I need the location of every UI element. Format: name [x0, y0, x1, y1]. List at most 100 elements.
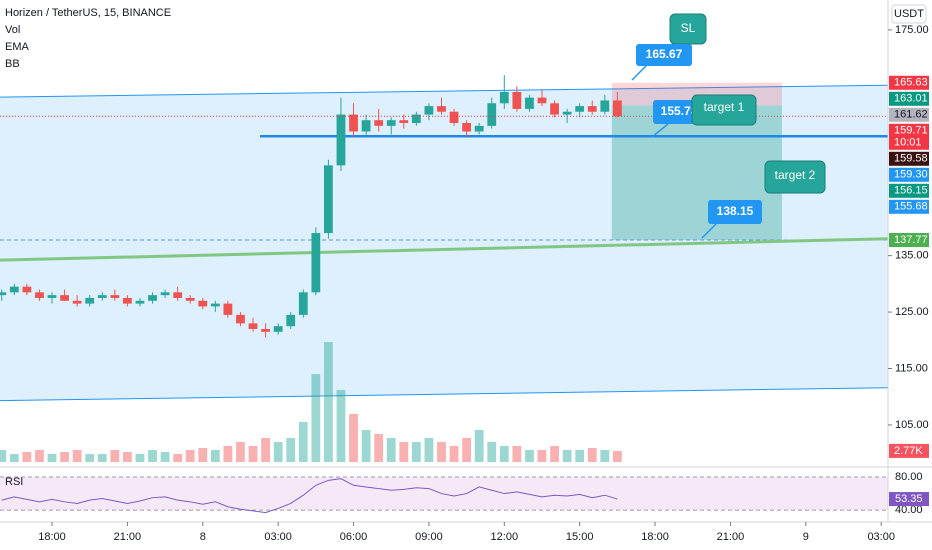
volume-bar — [223, 446, 233, 462]
price-label-box — [889, 233, 929, 248]
sl-price-box[interactable] — [636, 44, 692, 66]
candle-body — [324, 165, 333, 234]
volume-bar — [198, 448, 208, 462]
volume-bar — [173, 454, 183, 462]
candle-body — [286, 314, 296, 327]
connector — [651, 123, 669, 138]
candle-body — [449, 111, 459, 124]
indicator-label: Vol — [5, 24, 20, 36]
candle-body — [22, 286, 32, 293]
x-tick-label: 03:00 — [867, 531, 895, 543]
price-label: 159.58 — [894, 153, 928, 165]
trend-line — [0, 237, 889, 262]
rsi-tick-label: 40.00 — [895, 504, 923, 516]
volume-bar — [85, 454, 95, 462]
volume-bar — [550, 446, 559, 462]
volume-bar — [298, 422, 308, 462]
volume-bar — [273, 442, 283, 462]
volume-bar — [424, 438, 434, 462]
price-label: 161.62 — [894, 109, 928, 121]
volume-bar — [185, 450, 195, 462]
candle-body — [97, 295, 107, 298]
volume-bar — [311, 374, 321, 462]
candle-body — [60, 295, 69, 301]
volume-bar — [0, 450, 7, 462]
candle-body — [273, 326, 283, 332]
volume-label: 2.77K — [894, 445, 923, 457]
x-tick-label: 06:00 — [340, 531, 368, 543]
volume-bar — [612, 450, 622, 462]
volume-bar — [236, 442, 245, 462]
y-tick-label: 105.00 — [895, 419, 929, 431]
volume-bar — [587, 448, 597, 462]
candle-body — [562, 111, 572, 115]
target1-text: target 1 — [704, 100, 745, 114]
candle-body — [462, 123, 472, 132]
volume-bar — [575, 450, 585, 462]
candle-body — [135, 300, 145, 304]
target2-bubble[interactable] — [764, 160, 826, 194]
volume-bar — [474, 430, 484, 462]
volume-bar — [361, 430, 371, 462]
volume-bar — [210, 450, 220, 462]
target2-text: target 2 — [775, 168, 816, 182]
volume-bar — [97, 454, 107, 462]
candle-body — [487, 103, 497, 126]
target1-price: 155.78 — [661, 104, 698, 118]
volume-bar — [35, 450, 44, 462]
sl-text: SL — [681, 21, 696, 35]
volume-bar — [160, 452, 170, 462]
y-tick-label: 125.00 — [895, 306, 929, 318]
candle-body — [537, 97, 547, 104]
target1-bubble[interactable] — [691, 94, 757, 126]
chart-title: Horizen / TetherUS, 15, BINANCE — [5, 7, 171, 19]
volume-bar — [399, 442, 409, 462]
price-label: 156.15 — [894, 185, 928, 197]
volume-bar — [512, 446, 522, 462]
candle-body — [587, 106, 597, 112]
volume-bar — [286, 438, 296, 462]
channel-upper — [0, 84, 889, 98]
candle-body — [236, 314, 245, 324]
candle-body — [47, 295, 57, 298]
candle-body — [336, 114, 346, 166]
volume-bar — [487, 442, 497, 462]
candle-body — [248, 323, 258, 329]
currency-box[interactable] — [891, 4, 927, 24]
volume-bar — [449, 446, 459, 462]
target2-price-box[interactable] — [708, 200, 762, 224]
x-tick-label: 8 — [200, 531, 206, 543]
volume-bar — [600, 450, 610, 462]
candle-body — [35, 292, 44, 298]
price-label: 159.30 — [894, 169, 928, 181]
volume-bar — [525, 450, 534, 462]
volume-bar — [72, 450, 82, 462]
x-tick-label: 18:00 — [641, 531, 669, 543]
rsi-line — [1, 478, 618, 514]
volume-bar — [374, 434, 384, 462]
candle-body — [374, 120, 384, 126]
x-tick-label: 21:00 — [717, 531, 745, 543]
price-label: 165.63 — [894, 77, 928, 89]
candle-body — [474, 125, 484, 132]
candle-body — [386, 120, 396, 126]
candle-body — [525, 97, 534, 109]
volume-bar — [386, 438, 396, 462]
volume-bar — [462, 438, 472, 462]
candle-body — [85, 297, 95, 304]
candle-body — [311, 233, 321, 293]
price-label: 155.68 — [894, 201, 928, 213]
price-label-box — [889, 183, 929, 198]
candle-body — [173, 292, 183, 298]
price-label-box — [889, 199, 929, 214]
volume-bar — [60, 452, 69, 462]
price-label-box — [889, 107, 929, 122]
candle-body — [437, 106, 446, 112]
connector — [701, 223, 717, 239]
y-tick-label: 175.00 — [895, 24, 929, 36]
candle-body — [399, 120, 409, 124]
rsi-value-box — [889, 492, 929, 507]
x-tick-label: 12:00 — [491, 531, 519, 543]
